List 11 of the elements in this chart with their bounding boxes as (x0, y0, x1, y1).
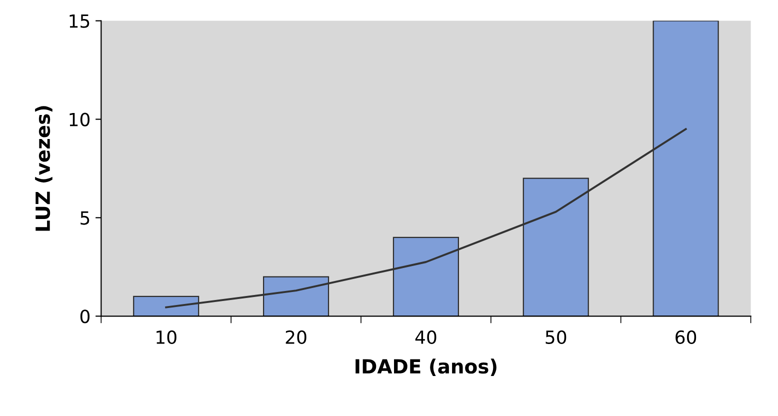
y-tick-label: 5 (80, 211, 90, 225)
x-tick-label: 40 (415, 330, 436, 344)
x-tick-label: 50 (546, 330, 566, 344)
x-axis-title: IDADE (anos) (356, 358, 496, 376)
y-tick-label: 10 (70, 112, 90, 126)
y-axis-title: LUZ (vezes) (35, 106, 52, 231)
x-tick-label: 20 (286, 330, 306, 344)
y-tick-label: 0 (80, 310, 90, 324)
x-tick-label: 60 (676, 330, 696, 344)
x-tick-label: 10 (156, 330, 176, 344)
y-tick-label: 15 (70, 14, 90, 28)
